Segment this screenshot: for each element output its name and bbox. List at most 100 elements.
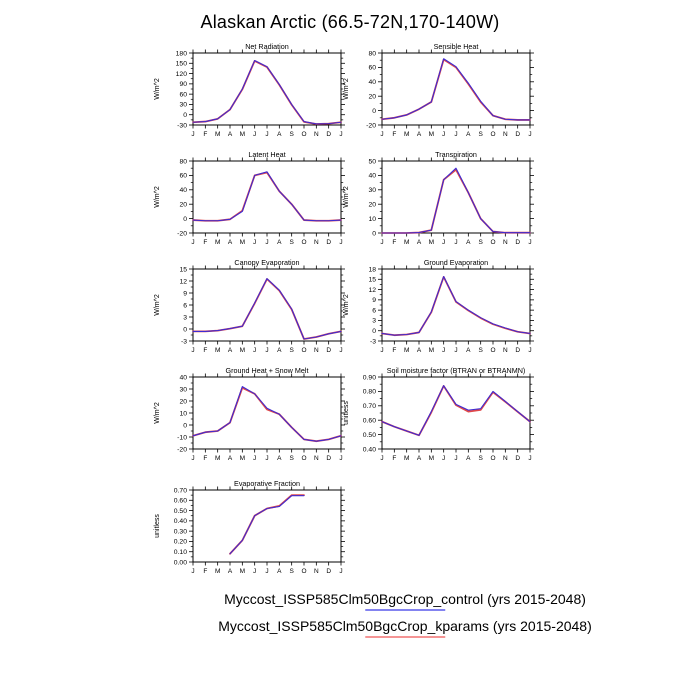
svg-text:J: J — [339, 347, 342, 354]
svg-text:N: N — [314, 568, 319, 575]
svg-text:-20: -20 — [366, 122, 376, 129]
svg-text:F: F — [392, 455, 396, 462]
svg-text:0: 0 — [183, 112, 187, 119]
svg-text:D: D — [326, 131, 331, 138]
svg-text:M: M — [240, 568, 245, 575]
svg-text:15: 15 — [179, 266, 187, 273]
svg-text:N: N — [314, 131, 319, 138]
chart-latent-heat: Latent Heat W/m^2 J F M A M J J A S O N D J -20 0 20 40 60 8… — [145, 151, 353, 265]
svg-text:A: A — [228, 131, 233, 138]
svg-text:N: N — [314, 455, 319, 462]
svg-text:M: M — [429, 455, 434, 462]
svg-text:J: J — [191, 347, 194, 354]
svg-text:O: O — [490, 347, 495, 354]
svg-text:A: A — [277, 347, 282, 354]
legend-line-control — [365, 609, 445, 611]
svg-text:J: J — [380, 455, 383, 462]
svg-text:J: J — [380, 347, 383, 354]
svg-text:J: J — [191, 455, 194, 462]
svg-text:12: 12 — [368, 287, 376, 294]
svg-text:A: A — [417, 239, 422, 246]
svg-text:M: M — [240, 131, 245, 138]
svg-text:D: D — [515, 239, 520, 246]
svg-text:0.10: 0.10 — [174, 549, 187, 556]
svg-text:0.50: 0.50 — [174, 508, 187, 515]
svg-text:40: 40 — [368, 173, 376, 180]
svg-text:20: 20 — [179, 202, 187, 209]
svg-text:J: J — [253, 455, 256, 462]
svg-text:15: 15 — [368, 277, 376, 284]
svg-text:-20: -20 — [177, 446, 187, 453]
legend-entry-control: Myccost_ISSP585Clm50BgcCrop_control (yrs… — [218, 591, 592, 611]
svg-text:30: 30 — [368, 187, 376, 194]
svg-text:A: A — [228, 455, 233, 462]
svg-text:W/m^2: W/m^2 — [343, 78, 350, 100]
svg-text:O: O — [301, 455, 306, 462]
svg-text:J: J — [339, 455, 342, 462]
svg-text:80: 80 — [179, 158, 187, 165]
svg-text:Sensible Heat: Sensible Heat — [434, 43, 479, 51]
svg-text:W/m^2: W/m^2 — [343, 294, 350, 316]
svg-text:0: 0 — [183, 326, 187, 333]
svg-text:M: M — [404, 239, 409, 246]
svg-text:0.00: 0.00 — [174, 559, 187, 566]
legend-entry-kparams: Myccost_ISSP585Clm50BgcCrop_kparams (yrs… — [218, 618, 592, 638]
svg-text:J: J — [265, 131, 268, 138]
svg-text:J: J — [265, 455, 268, 462]
svg-text:M: M — [215, 568, 220, 575]
chart-canopy-evaporation: Canopy Evaporation W/m^2 J F M A M J J A S O N D J -3 0 3… — [145, 259, 353, 373]
svg-text:O: O — [301, 568, 306, 575]
svg-text:J: J — [442, 455, 445, 462]
svg-text:J: J — [454, 455, 457, 462]
svg-text:0: 0 — [183, 422, 187, 429]
svg-text:M: M — [240, 455, 245, 462]
svg-text:J: J — [442, 239, 445, 246]
svg-text:O: O — [301, 131, 306, 138]
svg-text:J: J — [528, 131, 531, 138]
svg-text:A: A — [417, 455, 422, 462]
svg-text:F: F — [203, 568, 207, 575]
svg-text:Canopy Evaporation: Canopy Evaporation — [234, 259, 299, 267]
svg-text:J: J — [253, 131, 256, 138]
svg-text:N: N — [503, 455, 508, 462]
svg-text:N: N — [314, 347, 319, 354]
svg-text:M: M — [240, 239, 245, 246]
svg-text:J: J — [454, 239, 457, 246]
svg-text:80: 80 — [368, 50, 376, 57]
svg-text:A: A — [228, 347, 233, 354]
svg-text:unitless: unitless — [343, 401, 350, 425]
svg-text:180: 180 — [176, 50, 188, 57]
svg-text:M: M — [240, 347, 245, 354]
svg-text:0.60: 0.60 — [174, 498, 187, 505]
svg-text:S: S — [289, 239, 294, 246]
legend-label-control: Myccost_ISSP585Clm50BgcCrop_control (yrs… — [224, 591, 586, 607]
svg-text:F: F — [392, 239, 396, 246]
svg-text:10: 10 — [368, 216, 376, 223]
svg-text:40: 40 — [179, 187, 187, 194]
svg-text:-20: -20 — [177, 230, 187, 237]
svg-text:M: M — [404, 455, 409, 462]
svg-text:A: A — [228, 239, 233, 246]
svg-text:Net Radiation: Net Radiation — [245, 43, 289, 51]
chart-net-radiation: Net Radiation W/m^2 J F M A M J J A S O N D J -30 0 30 60 9… — [145, 43, 353, 157]
svg-text:D: D — [326, 568, 331, 575]
svg-text:A: A — [466, 131, 471, 138]
svg-text:unitless: unitless — [154, 514, 161, 538]
svg-text:J: J — [380, 239, 383, 246]
svg-text:30: 30 — [179, 386, 187, 393]
svg-text:A: A — [277, 568, 282, 575]
svg-text:F: F — [392, 131, 396, 138]
svg-text:J: J — [380, 131, 383, 138]
svg-text:J: J — [191, 131, 194, 138]
svg-text:150: 150 — [176, 61, 188, 68]
svg-text:J: J — [442, 347, 445, 354]
svg-text:S: S — [289, 455, 294, 462]
svg-text:O: O — [301, 347, 306, 354]
svg-text:J: J — [339, 131, 342, 138]
svg-text:F: F — [203, 347, 207, 354]
